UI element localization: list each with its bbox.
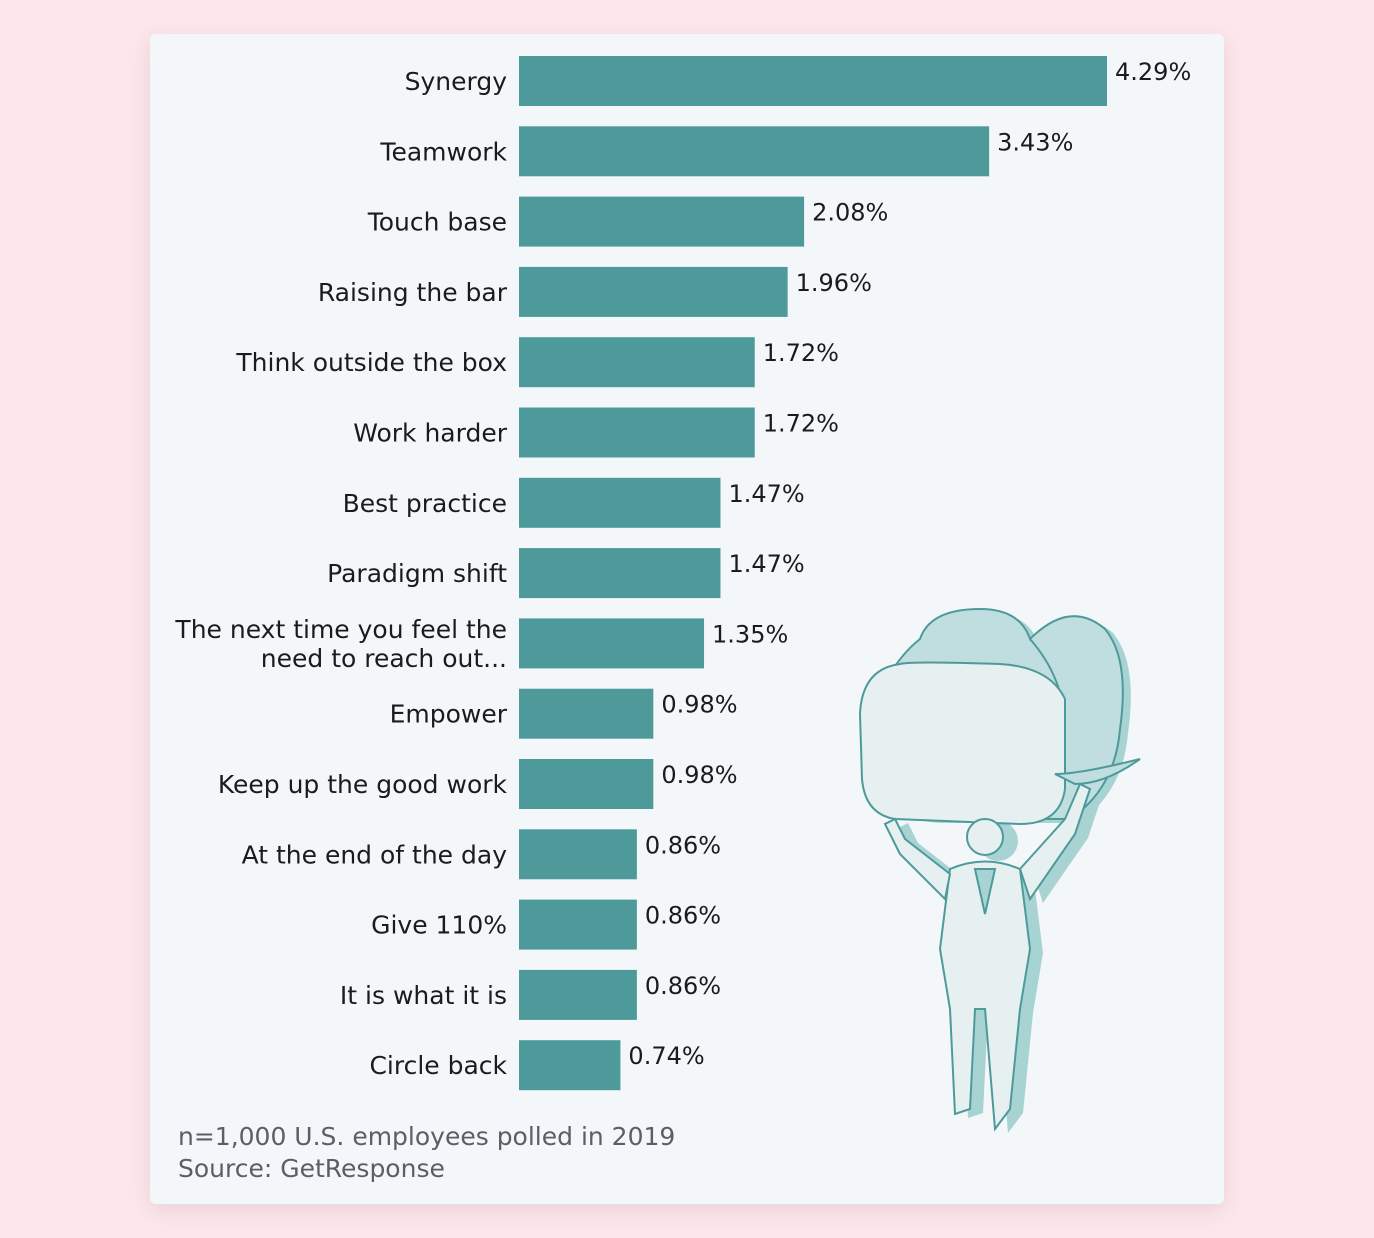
bar bbox=[519, 266, 788, 317]
chart-card: Synergy 4.29% Teamwork 3.43% Touch base 2.08%… bbox=[150, 34, 1224, 1204]
bar bbox=[519, 56, 1107, 106]
value-label: 0.98% bbox=[661, 761, 737, 789]
value-label: 1.47% bbox=[728, 550, 804, 578]
bar bbox=[519, 477, 721, 528]
value-label: 0.86% bbox=[645, 972, 721, 1000]
bar bbox=[519, 969, 637, 1020]
value-label: 0.98% bbox=[661, 691, 737, 719]
category-label: Best practice bbox=[343, 489, 507, 518]
bar bbox=[519, 407, 755, 458]
value-label: 0.74% bbox=[628, 1042, 704, 1070]
value-label: 0.86% bbox=[645, 831, 721, 859]
bar bbox=[519, 126, 990, 177]
category-label: Work harder bbox=[353, 419, 508, 448]
businessman-holding-speech-bubble-icon bbox=[858, 607, 1141, 1133]
bar bbox=[519, 196, 805, 247]
source-note: Source: GetResponse bbox=[178, 1154, 445, 1183]
category-label: It is what it is bbox=[340, 981, 507, 1010]
category-label: Empower bbox=[390, 700, 508, 729]
value-label: 1.47% bbox=[728, 480, 804, 508]
value-label: 1.35% bbox=[712, 620, 788, 648]
category-label: Teamwork bbox=[379, 137, 507, 166]
bar bbox=[519, 829, 637, 880]
bar bbox=[519, 618, 705, 669]
value-label: 1.72% bbox=[763, 339, 839, 367]
bar bbox=[519, 688, 654, 739]
category-label: Touch base bbox=[367, 208, 507, 237]
bar bbox=[519, 759, 654, 809]
category-label: The next time you feel the need to reach … bbox=[174, 615, 507, 673]
value-label: 3.43% bbox=[997, 128, 1073, 156]
category-label: At the end of the day bbox=[242, 840, 508, 869]
category-label: Raising the bar bbox=[318, 278, 508, 307]
category-label: Keep up the good work bbox=[218, 770, 508, 799]
bar bbox=[519, 548, 721, 599]
category-label: Give 110% bbox=[371, 911, 507, 940]
value-label: 2.08% bbox=[812, 199, 888, 227]
value-label: 1.96% bbox=[796, 269, 872, 297]
category-label: Synergy bbox=[405, 67, 508, 96]
bar bbox=[519, 337, 755, 388]
sample-note: n=1,000 U.S. employees polled in 2019 bbox=[178, 1122, 676, 1151]
bar-chart: Synergy 4.29% Teamwork 3.43% Touch base 2.08%… bbox=[174, 56, 1191, 1091]
value-label: 4.29% bbox=[1115, 58, 1191, 86]
category-label: Think outside the box bbox=[235, 348, 507, 377]
value-label: 1.72% bbox=[763, 410, 839, 438]
bar bbox=[519, 1040, 621, 1091]
category-label: Paradigm shift bbox=[327, 559, 507, 588]
bar bbox=[519, 899, 637, 950]
value-label: 0.86% bbox=[645, 902, 721, 930]
category-label: Circle back bbox=[369, 1051, 507, 1080]
